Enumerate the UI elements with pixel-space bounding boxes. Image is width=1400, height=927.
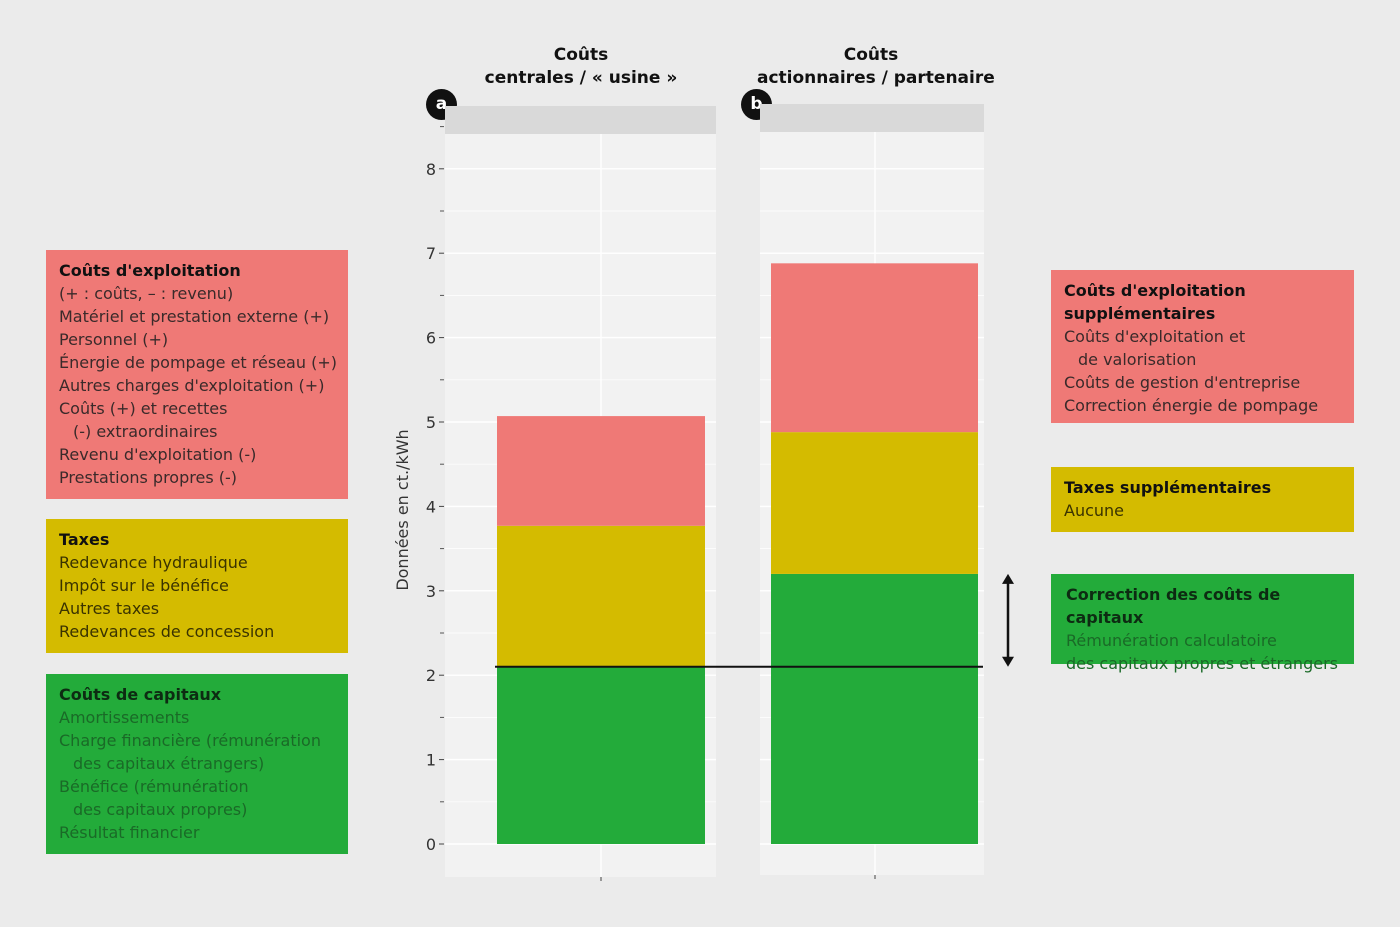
double-arrow-head-bottom (1002, 656, 1014, 667)
panel-b-title-line2: actionnaires / partenaire (757, 68, 995, 88)
legend-line: Énergie de pompage et réseau (+) (59, 353, 337, 372)
legend-line: Prestations propres (-) (59, 468, 237, 487)
legend-taxes: Taxes Redevance hydraulique Impôt sur le… (46, 519, 348, 653)
bar-segment (497, 416, 705, 526)
legend-line: Autres charges d'exploitation (+) (59, 376, 325, 395)
legend-line: Charge financière (rémunération (59, 731, 321, 750)
legend-extra-operating-title-1: Coûts d'exploitation (1064, 281, 1246, 300)
legend-line: Impôt sur le bénéfice (59, 576, 229, 595)
legend-line: Matériel et prestation externe (+) (59, 307, 330, 326)
legend-line: Résultat financier (59, 823, 200, 842)
panel-a-title-line1: Coûts (553, 45, 609, 65)
legend-line: Revenu d'exploitation (-) (59, 445, 257, 464)
bar-segment (771, 432, 978, 574)
legend-line: des capitaux étrangers) (73, 754, 265, 773)
bar-segment (771, 263, 978, 433)
legend-capital-correction: Correction des coûts de capitaux Rémunér… (1051, 574, 1354, 673)
bar-segment (497, 666, 705, 844)
panel-a-title-line2: centrales / « usine » (484, 68, 678, 88)
y-tick-label: 0 (426, 835, 436, 854)
bar-segment (771, 573, 978, 844)
panel-strip (445, 106, 716, 134)
panel-b-title: Coûts actionnaires / partenaire (757, 44, 995, 90)
legend-line: Coûts (+) et recettes (59, 399, 228, 418)
legend-extra-taxes: Taxes supplémentaires Aucune (1051, 467, 1354, 532)
legend-line: Redevances de concession (59, 622, 275, 641)
legend-line: Correction énergie de pompage (1064, 396, 1319, 415)
legend-line: Personnel (+) (59, 330, 169, 349)
panel-b-title-line1: Coûts (843, 45, 899, 65)
bar-segment (497, 525, 705, 667)
y-axis-label: Données en ct./kWh (393, 429, 412, 590)
legend-line: des capitaux propres) (73, 800, 248, 819)
y-tick-label: 5 (426, 413, 436, 432)
legend-capital-correction-title: Correction des coûts de capitaux (1066, 585, 1281, 627)
y-tick-label: 3 (426, 582, 436, 601)
double-arrow-head-top (1002, 573, 1014, 584)
legend-operating-costs: Coûts d'exploitation (+ : coûts, – : rev… (46, 250, 348, 499)
panel-a-title: Coûts centrales / « usine » (465, 44, 697, 90)
legend-line: Amortissements (59, 708, 190, 727)
legend-line: Coûts d'exploitation et (1064, 327, 1246, 346)
legend-line: de valorisation (1078, 350, 1197, 369)
y-tick-label: 8 (426, 160, 436, 179)
panel-strip (760, 104, 984, 132)
legend-extra-taxes-title: Taxes supplémentaires (1064, 478, 1272, 497)
legend-extra-operating-title-2: supplémentaires (1064, 304, 1216, 323)
legend-capital-costs: Coûts de capitaux Amortissements Charge … (46, 674, 348, 854)
legend-taxes-title: Taxes (59, 530, 110, 549)
legend-line: Coûts de gestion d'entreprise (1064, 373, 1301, 392)
legend-line: Redevance hydraulique (59, 553, 248, 572)
legend-line: des capitaux propres et étrangers (1066, 654, 1338, 673)
legend-line: Aucune (1064, 501, 1125, 520)
legend-capital-costs-title: Coûts de capitaux (59, 685, 222, 704)
legend-line: Rémunération calculatoire (1066, 631, 1277, 650)
legend-extra-operating-costs: Coûts d'exploitation supplémentaires Coû… (1051, 270, 1354, 423)
legend-line: Bénéfice (rémunération (59, 777, 249, 796)
legend-line: (+ : coûts, – : revenu) (59, 284, 234, 303)
y-tick-label: 1 (426, 751, 436, 770)
y-tick-label: 6 (426, 329, 436, 348)
y-tick-label: 2 (426, 666, 436, 685)
legend-line: Autres taxes (59, 599, 160, 618)
y-tick-label: 7 (426, 244, 436, 263)
legend-operating-costs-title: Coûts d'exploitation (59, 261, 241, 280)
y-tick-label: 4 (426, 497, 436, 516)
legend-line: (-) extraordinaires (73, 422, 218, 441)
